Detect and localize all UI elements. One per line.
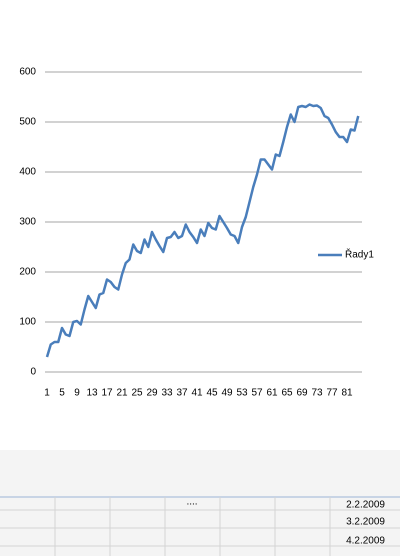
x-tick-label: 77 <box>326 388 338 399</box>
x-tick-label: 49 <box>221 388 233 399</box>
x-tick-label: 81 <box>341 388 353 399</box>
sheet-background <box>0 450 400 556</box>
y-tick-label: 100 <box>19 317 36 328</box>
cell: 2.2.2009 <box>346 500 385 511</box>
x-tick-label: 25 <box>131 388 143 399</box>
x-tick-label: 45 <box>206 388 218 399</box>
x-tick-label: 61 <box>266 388 278 399</box>
sheet-grid <box>0 497 400 556</box>
legend-label: Řady1 <box>345 248 374 261</box>
x-tick-label: 13 <box>86 388 98 399</box>
x-tick-label: 1 <box>44 388 50 399</box>
splitter: .... <box>186 497 197 508</box>
x-tick-label: 29 <box>146 388 158 399</box>
x-tick-label: 73 <box>311 388 323 399</box>
x-tick-label: 21 <box>116 388 128 399</box>
x-tick-label: 69 <box>296 388 308 399</box>
x-tick-label: 33 <box>161 388 173 399</box>
y-tick-label: 0 <box>30 367 36 378</box>
x-tick-label: 53 <box>236 388 248 399</box>
x-tick-label: 65 <box>281 388 293 399</box>
chart-area <box>0 0 395 448</box>
x-tick-label: 57 <box>251 388 263 399</box>
line <box>45 103 360 358</box>
y-tick-label: 300 <box>19 217 36 228</box>
x-tick-label: 41 <box>191 388 203 399</box>
y-tick-label: 500 <box>19 117 36 128</box>
y-tick-label: 200 <box>19 267 36 278</box>
x-tick-label: 9 <box>74 388 80 399</box>
cell: 4.2.2009 <box>346 536 385 547</box>
y-tick-label: 600 <box>19 67 36 78</box>
y-tick-label: 400 <box>19 167 36 178</box>
x-tick-label: 37 <box>176 388 188 399</box>
x-tick-label: 17 <box>101 388 113 399</box>
x-tick-label: 5 <box>59 388 65 399</box>
cell: 3.2.2009 <box>346 517 385 528</box>
